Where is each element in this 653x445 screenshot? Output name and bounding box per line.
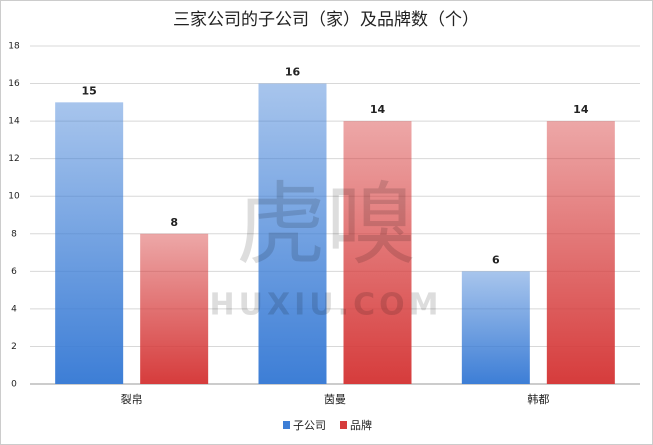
legend-swatch	[340, 421, 347, 429]
data-label: 15	[82, 84, 97, 97]
bar	[140, 233, 209, 384]
y-tick-label: 18	[8, 42, 20, 52]
bar	[343, 121, 412, 384]
y-tick-label: 12	[8, 154, 19, 164]
y-tick-label: 10	[8, 192, 20, 202]
watermark: HUXIU.COM	[210, 288, 443, 323]
chart-title: 三家公司的子公司（家）及品牌数（个）	[173, 10, 479, 30]
legend-swatch	[283, 421, 290, 429]
y-tick-label: 4	[11, 304, 17, 314]
x-tick-label: 韩都	[527, 392, 549, 406]
bar	[461, 271, 530, 384]
y-tick-label: 2	[11, 342, 17, 352]
plot: 0 2 4 6 8 10 12 14 16 18 裂帛 15 8 茵曼 16 14 韩都 6 14 子公司 品牌	[8, 42, 640, 432]
bar	[55, 102, 124, 384]
y-tick-label: 6	[11, 267, 17, 277]
legend-label: 品牌	[350, 418, 372, 432]
data-label: 8	[170, 216, 178, 229]
data-label: 16	[285, 66, 301, 79]
bar	[546, 121, 615, 384]
x-tick-label: 裂帛	[121, 392, 143, 406]
data-label: 14	[573, 103, 589, 116]
x-tick-label: 茵曼	[324, 393, 346, 406]
y-tick-label: 14	[8, 117, 20, 127]
data-label: 6	[492, 253, 500, 266]
y-tick-label: 16	[8, 79, 20, 89]
watermark: 虎嗅	[236, 172, 416, 277]
legend-label: 子公司	[293, 419, 326, 432]
y-tick-label: 0	[11, 380, 17, 390]
data-label: 14	[370, 103, 386, 116]
bar	[258, 83, 327, 385]
y-tick-label: 8	[11, 229, 17, 239]
